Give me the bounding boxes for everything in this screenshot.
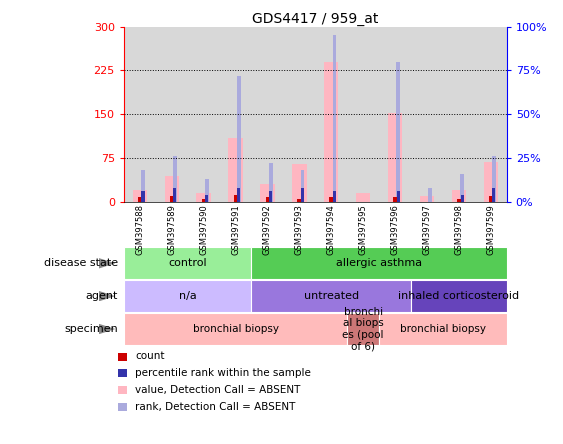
Text: GSM397595: GSM397595: [359, 204, 368, 255]
Bar: [141, 191, 145, 202]
Text: GSM397593: GSM397593: [295, 204, 304, 255]
Text: n/a: n/a: [179, 291, 196, 301]
Bar: [266, 197, 269, 202]
Bar: [411, 280, 507, 312]
Bar: [301, 170, 305, 202]
Bar: [124, 247, 252, 279]
Bar: [347, 313, 379, 345]
Title: GDS4417 / 959_at: GDS4417 / 959_at: [252, 12, 378, 26]
Polygon shape: [99, 291, 115, 301]
Bar: [124, 27, 156, 202]
Bar: [443, 27, 475, 202]
Text: GSM397589: GSM397589: [167, 204, 176, 255]
Text: bronchial biopsy: bronchial biopsy: [400, 324, 486, 334]
Text: control: control: [168, 258, 207, 268]
Bar: [484, 162, 498, 202]
Text: count: count: [135, 351, 164, 361]
Bar: [388, 113, 402, 202]
Bar: [205, 179, 209, 202]
Text: GSM397596: GSM397596: [391, 204, 400, 255]
Bar: [269, 163, 272, 202]
Bar: [269, 191, 272, 202]
Bar: [475, 27, 507, 202]
Text: GSM397590: GSM397590: [199, 204, 208, 255]
Text: specimen: specimen: [65, 324, 118, 334]
Bar: [315, 27, 347, 202]
Bar: [173, 156, 177, 202]
Bar: [237, 76, 240, 202]
Bar: [347, 27, 379, 202]
Bar: [170, 196, 173, 202]
Text: value, Detection Call = ABSENT: value, Detection Call = ABSENT: [135, 385, 301, 395]
Bar: [452, 190, 466, 202]
Bar: [202, 199, 205, 202]
Bar: [124, 313, 347, 345]
Bar: [493, 188, 495, 202]
Bar: [461, 195, 463, 202]
Bar: [164, 176, 179, 202]
Bar: [252, 280, 411, 312]
Text: GSM397594: GSM397594: [327, 204, 336, 255]
Text: bronchi
al biops
es (pool
of 6): bronchi al biops es (pool of 6): [342, 307, 384, 351]
Bar: [397, 191, 400, 202]
Bar: [457, 199, 461, 202]
Bar: [489, 196, 493, 202]
Text: GSM397599: GSM397599: [486, 204, 495, 255]
Bar: [411, 27, 443, 202]
Bar: [237, 188, 240, 202]
Bar: [301, 188, 304, 202]
Polygon shape: [99, 324, 115, 334]
Bar: [428, 188, 432, 202]
Polygon shape: [99, 258, 115, 269]
Bar: [356, 193, 370, 202]
Bar: [187, 27, 220, 202]
Bar: [379, 27, 411, 202]
Bar: [324, 62, 338, 202]
Bar: [460, 174, 464, 202]
Bar: [173, 188, 176, 202]
Text: agent: agent: [86, 291, 118, 301]
Text: allergic asthma: allergic asthma: [336, 258, 422, 268]
Bar: [234, 195, 238, 202]
Bar: [283, 27, 315, 202]
Bar: [396, 62, 400, 202]
Text: GSM397588: GSM397588: [135, 204, 144, 255]
Bar: [196, 193, 211, 202]
Bar: [229, 138, 243, 202]
Text: GSM397591: GSM397591: [231, 204, 240, 255]
Bar: [124, 280, 252, 312]
Bar: [297, 199, 301, 202]
Bar: [260, 185, 275, 202]
Text: percentile rank within the sample: percentile rank within the sample: [135, 368, 311, 378]
Bar: [138, 197, 142, 202]
Bar: [420, 196, 434, 202]
Bar: [379, 313, 507, 345]
Bar: [156, 27, 187, 202]
Bar: [292, 164, 306, 202]
Text: GSM397598: GSM397598: [454, 204, 463, 255]
Text: disease state: disease state: [44, 258, 118, 268]
Bar: [333, 36, 336, 202]
Bar: [333, 191, 336, 202]
Bar: [393, 197, 397, 202]
Text: untreated: untreated: [303, 291, 359, 301]
Bar: [133, 190, 147, 202]
Bar: [205, 195, 208, 202]
Text: inhaled corticosteroid: inhaled corticosteroid: [398, 291, 520, 301]
Text: bronchial biopsy: bronchial biopsy: [193, 324, 279, 334]
Text: GSM397597: GSM397597: [422, 204, 431, 255]
Text: rank, Detection Call = ABSENT: rank, Detection Call = ABSENT: [135, 402, 296, 412]
Bar: [252, 27, 283, 202]
Bar: [329, 197, 333, 202]
Text: GSM397592: GSM397592: [263, 204, 272, 255]
Bar: [492, 156, 496, 202]
Bar: [141, 170, 145, 202]
Bar: [252, 247, 507, 279]
Bar: [220, 27, 252, 202]
